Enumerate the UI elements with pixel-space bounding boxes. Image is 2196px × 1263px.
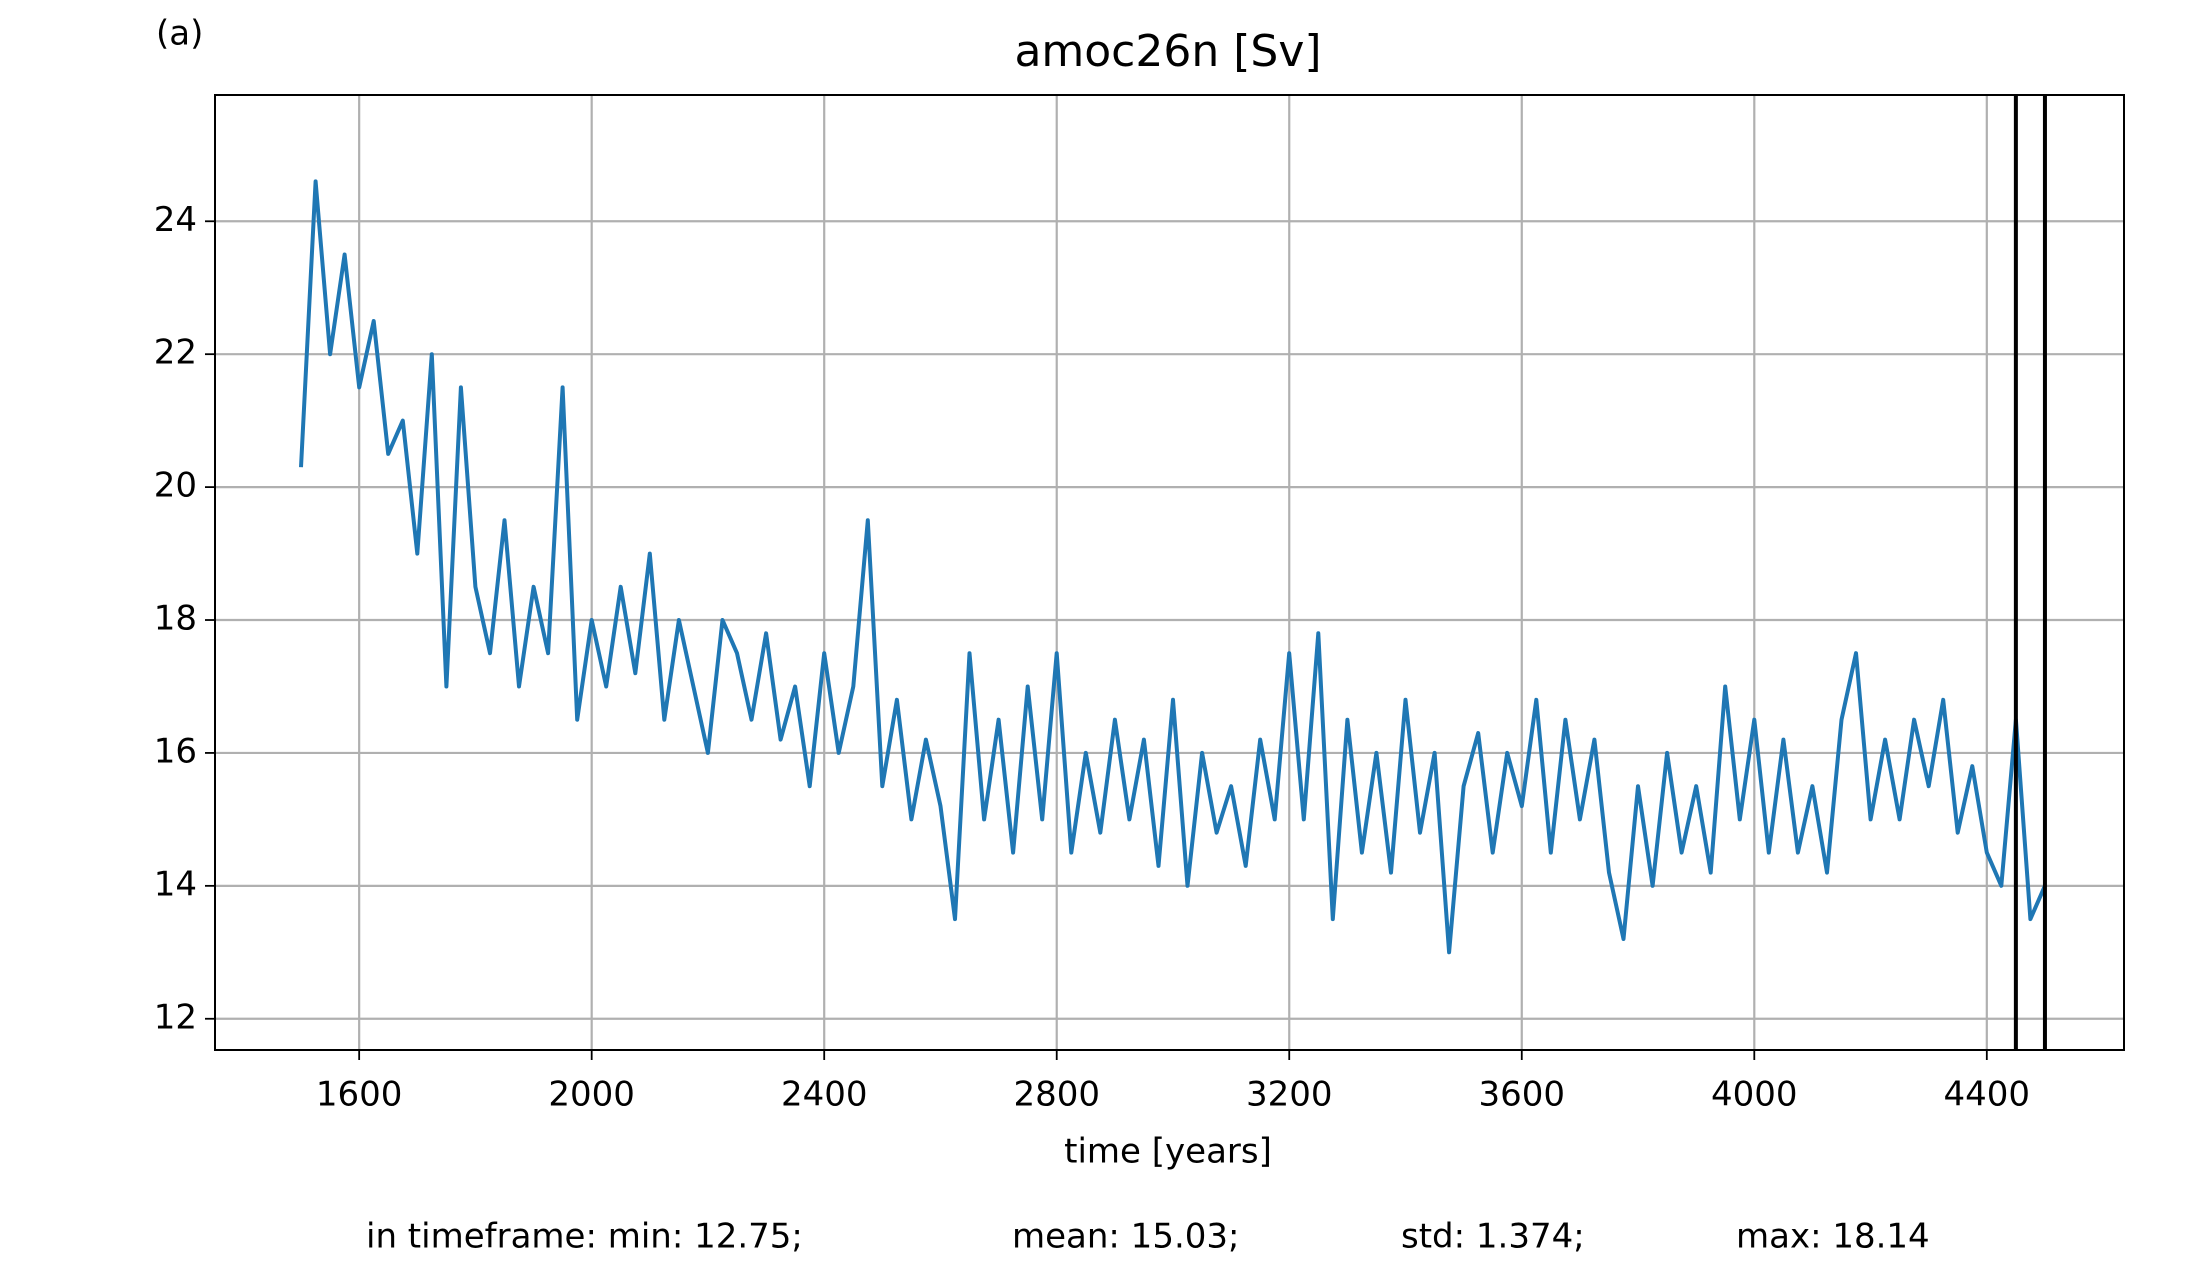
y-tick-label: 20 [154, 466, 197, 506]
stats-text: std: 1.374; [1401, 1217, 1585, 1257]
chart-title: amoc26n [Sv] [1014, 26, 1321, 77]
stats-text: in timeframe: min: 12.75; [366, 1217, 803, 1257]
stats-text: max: 18.14 [1736, 1217, 1930, 1257]
x-tick-label: 3600 [1479, 1075, 1566, 1115]
x-tick-label: 2400 [781, 1075, 868, 1115]
data-line [299, 179, 2047, 955]
plot-frame [214, 94, 2125, 1051]
stats-text: mean: 15.03; [1012, 1217, 1239, 1257]
y-tick-label: 22 [154, 333, 197, 373]
y-tick-label: 24 [154, 200, 197, 240]
x-axis-label: time [years] [1064, 1132, 1272, 1172]
y-tick-label: 16 [154, 731, 197, 771]
y-tick-label: 18 [154, 599, 197, 639]
x-tick-label: 4400 [1944, 1075, 2031, 1115]
x-tick-label: 2800 [1013, 1075, 1100, 1115]
x-tick-label: 3200 [1246, 1075, 1333, 1115]
x-tick-label: 4000 [1711, 1075, 1798, 1115]
x-tick-label: 1600 [316, 1075, 403, 1115]
panel-label: (a) [156, 14, 203, 54]
y-tick-label: 12 [154, 997, 197, 1037]
y-tick-label: 14 [154, 864, 197, 904]
x-tick-label: 2000 [548, 1075, 635, 1115]
